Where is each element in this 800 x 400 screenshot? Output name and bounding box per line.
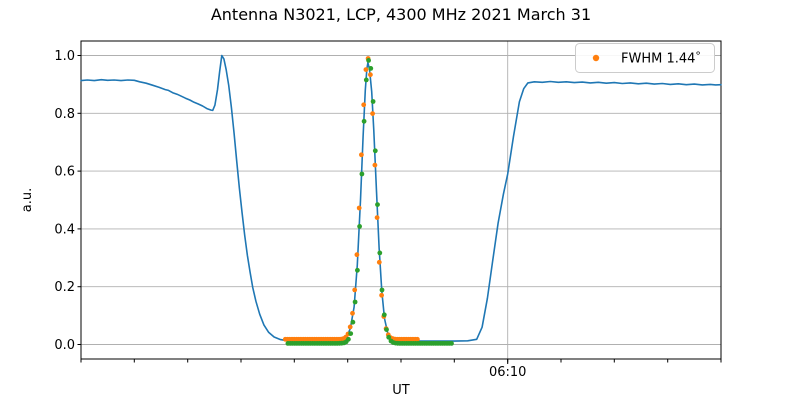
scan-line-path xyxy=(80,54,722,342)
data-dots-marker xyxy=(350,319,356,325)
fit-dots-marker xyxy=(359,152,364,158)
data-dots-marker xyxy=(379,287,385,293)
data-dots-marker xyxy=(348,331,354,336)
data-dots-marker xyxy=(361,118,367,124)
data-dots xyxy=(285,58,454,346)
fit-dots-marker xyxy=(354,252,360,258)
legend-marker-icon xyxy=(592,54,600,62)
data-dots-marker xyxy=(384,327,389,332)
data-dots-marker xyxy=(366,58,371,63)
legend-label: FWHM 1.44° xyxy=(621,50,701,67)
fit-dots-marker xyxy=(379,292,384,298)
fit-dots xyxy=(282,56,420,342)
legend-box xyxy=(575,43,715,73)
tick-labels: 0.0 0.2 0.4 0.6 0.8 1.0 06:10 xyxy=(54,49,526,380)
y-tick-label: 0.8 xyxy=(54,107,75,122)
legend: FWHM 1.44° xyxy=(575,43,715,73)
y-tick-label: 0.4 xyxy=(54,222,75,237)
fit-dots-marker xyxy=(356,205,362,211)
data-dots-marker xyxy=(381,312,387,318)
fit-dots-marker xyxy=(374,215,380,221)
data-dots-marker xyxy=(372,148,378,154)
fit-dots-marker xyxy=(370,111,375,116)
data-dots-marker xyxy=(363,77,369,83)
gridlines xyxy=(81,41,721,359)
data-dots-marker xyxy=(370,99,376,104)
data-dots-marker xyxy=(355,267,360,273)
y-axis-label: a.u. xyxy=(20,188,35,212)
x-axis-label: UT xyxy=(392,383,410,398)
data-dots-marker xyxy=(377,250,383,256)
data-dots-marker xyxy=(346,336,351,342)
axis-ticks xyxy=(77,55,722,364)
scan-line xyxy=(80,54,722,342)
y-tick-label: 0.6 xyxy=(54,165,75,180)
legend-label-text: FWHM 1.44 xyxy=(621,52,695,67)
data-dots-marker xyxy=(386,334,392,340)
fit-dots-marker xyxy=(372,162,378,168)
fit-dots-marker xyxy=(368,72,373,78)
y-tick-label: 0.0 xyxy=(54,338,75,353)
x-tick-label: 06:10 xyxy=(489,365,526,380)
fit-dots-marker xyxy=(350,310,355,316)
data-dots-marker xyxy=(359,171,365,177)
fit-dots-marker xyxy=(352,287,358,293)
plot-border xyxy=(80,40,722,360)
fit-dots-marker xyxy=(363,67,369,72)
data-dots-marker xyxy=(449,341,454,346)
data-dots-marker xyxy=(368,66,374,71)
fit-dots-marker xyxy=(415,336,420,342)
page-title: Antenna N3021, LCP, 4300 MHz 2021 March … xyxy=(211,5,591,24)
data-dots-marker xyxy=(375,202,380,208)
y-tick-label: 1.0 xyxy=(54,49,75,64)
fit-dots-marker xyxy=(347,324,353,330)
data-dots-marker xyxy=(357,224,362,229)
data-dots-marker xyxy=(352,299,358,305)
degree-symbol: ° xyxy=(695,50,701,63)
fit-dots-marker xyxy=(376,259,382,265)
fit-dots-marker xyxy=(361,102,367,108)
y-tick-label: 0.2 xyxy=(54,280,75,295)
